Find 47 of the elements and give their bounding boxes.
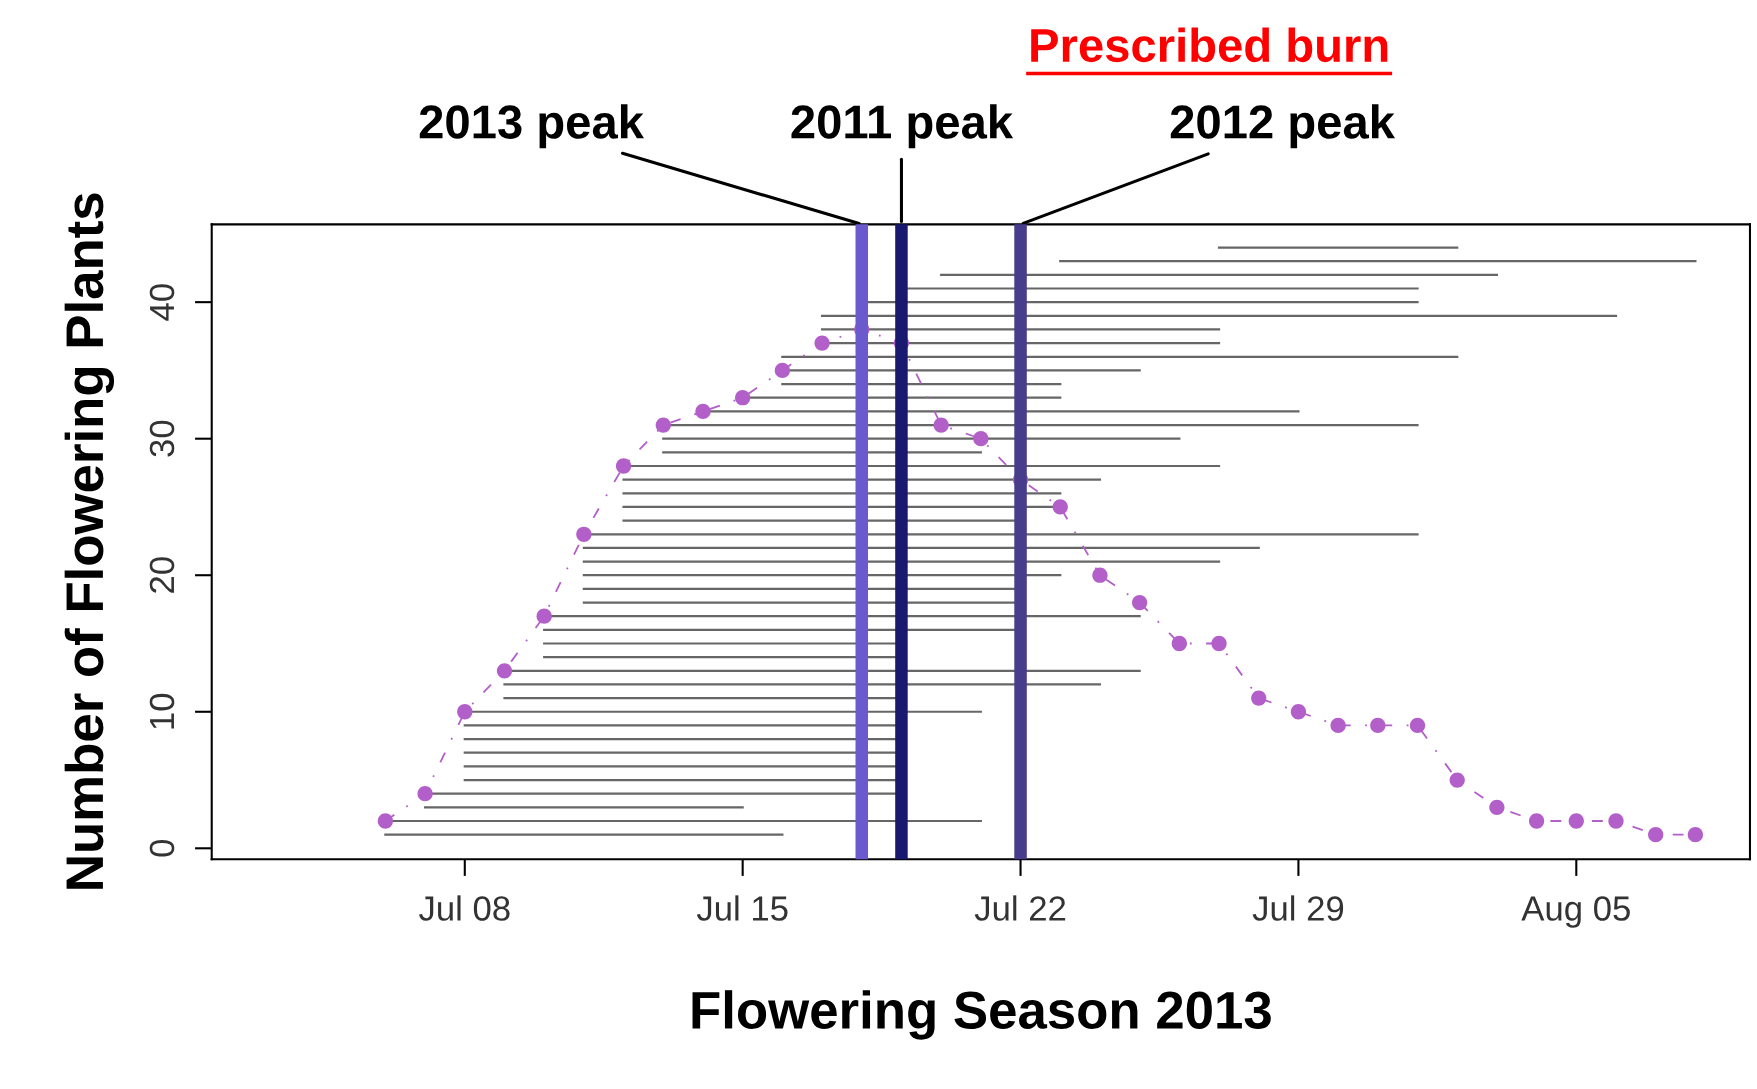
- point: [735, 390, 751, 406]
- point: [1290, 704, 1307, 720]
- point: [695, 403, 711, 420]
- x-tick-label: Jul 29: [1252, 895, 1344, 921]
- x-tick-label: Jul 08: [419, 895, 510, 921]
- point: [1648, 827, 1664, 843]
- point: [1330, 717, 1346, 734]
- y-tick-label: 0: [149, 840, 175, 857]
- point: [377, 813, 394, 829]
- point: [417, 786, 433, 802]
- x-axis-title: Flowering Season 2013: [692, 990, 1271, 1040]
- point: [1052, 499, 1068, 515]
- point: [1131, 594, 1148, 611]
- point: [1528, 813, 1545, 829]
- point: [536, 608, 552, 624]
- point: [774, 362, 790, 379]
- point: [1409, 717, 1426, 734]
- point: [615, 458, 632, 474]
- point: [1687, 827, 1704, 843]
- y-tick-label: 10: [149, 693, 175, 729]
- point: [1449, 772, 1465, 788]
- ref-line-label: 2013 peak: [419, 104, 644, 149]
- point: [1171, 635, 1187, 652]
- point: [1211, 635, 1227, 652]
- point: [1568, 813, 1584, 829]
- ref-line-label: 2011 peak: [791, 104, 1014, 149]
- y-tick-label: 20: [149, 557, 175, 593]
- point: [933, 417, 949, 433]
- point: [814, 335, 830, 351]
- ref-line-label: 2012 peak: [1170, 104, 1396, 149]
- point: [655, 417, 671, 433]
- point: [1370, 717, 1386, 734]
- point: [576, 526, 592, 542]
- y-tick-label: 40: [149, 284, 175, 321]
- point: [457, 704, 473, 720]
- point: [1251, 690, 1267, 706]
- point: [1608, 813, 1624, 829]
- y-axis-title: Number of Flowering Plants: [64, 193, 115, 889]
- x-tick-label: Aug 05: [1521, 896, 1630, 928]
- text: Prescribed burn: [1031, 27, 1388, 63]
- x-tick-label: Jul 15: [696, 895, 788, 921]
- point: [973, 431, 989, 447]
- point: [1489, 799, 1505, 815]
- x-tick-label: Jul 22: [974, 895, 1066, 921]
- point: [496, 663, 513, 679]
- y-tick-label: 30: [149, 420, 175, 457]
- point: [1092, 567, 1108, 583]
